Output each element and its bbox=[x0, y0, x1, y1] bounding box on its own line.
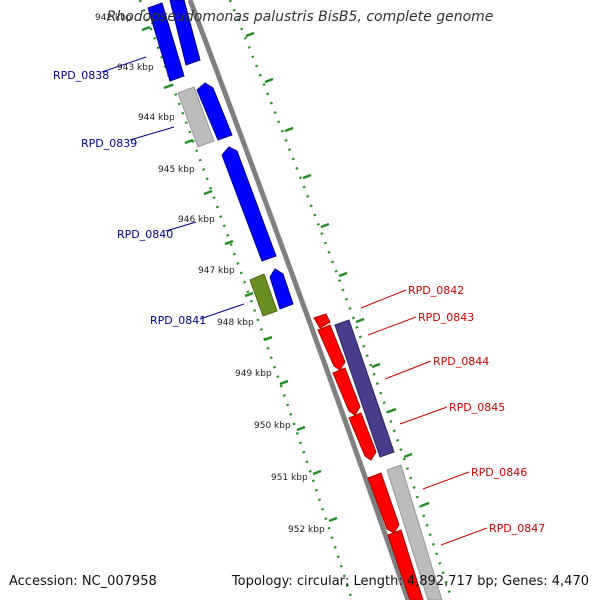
gene-label-rpd-0844[interactable]: RPD_0844 bbox=[433, 355, 489, 368]
gene-rpd-0846[interactable] bbox=[367, 472, 400, 534]
gene-label-rpd-0841[interactable]: RPD_0841 bbox=[150, 314, 206, 327]
forward-genes[interactable] bbox=[147, 0, 294, 317]
tick-label: 943 kbp bbox=[117, 63, 154, 73]
outer-dotted-ring bbox=[228, 0, 454, 601]
tick-label: 950 kbp bbox=[254, 421, 291, 431]
tick-label: 947 kbp bbox=[198, 266, 235, 276]
gene-rpd-0840[interactable] bbox=[221, 146, 277, 262]
gene-label-rpd-0845[interactable]: RPD_0845 bbox=[449, 401, 505, 414]
tick-label: 952 kbp bbox=[288, 525, 325, 535]
tick-labels: 942 kbp 943 kbp 944 kbp 945 kbp 946 kbp … bbox=[95, 13, 325, 535]
tick-label: 945 kbp bbox=[158, 165, 195, 175]
tick-label: 946 kbp bbox=[178, 215, 215, 225]
gene-rpd-0841-olive[interactable] bbox=[249, 273, 278, 317]
gene-rpd-0843-purple[interactable] bbox=[334, 319, 395, 458]
gene-rpd-0839[interactable] bbox=[196, 82, 233, 141]
gene-rpd-0838-b[interactable] bbox=[169, 0, 201, 66]
tick-label: 944 kbp bbox=[138, 113, 175, 123]
tick-label: 948 kbp bbox=[217, 318, 254, 328]
genome-backbone bbox=[187, 0, 411, 601]
genome-summary: Topology: circular; Length: 4,892,717 bp… bbox=[231, 574, 589, 589]
gene-rpd-0841[interactable] bbox=[269, 268, 294, 310]
gene-rpd-0842[interactable] bbox=[313, 313, 331, 329]
reverse-genes[interactable] bbox=[313, 313, 443, 601]
tick-label: 949 kbp bbox=[235, 369, 272, 379]
gene-rpd-0844[interactable] bbox=[332, 367, 361, 416]
gene-rpd-0845[interactable] bbox=[348, 412, 377, 461]
map-title: Rhodopseudomonas palustris BisB5, comple… bbox=[106, 9, 494, 25]
gene-label-rpd-0840[interactable]: RPD_0840 bbox=[117, 228, 173, 241]
gene-label-rpd-0838[interactable]: RPD_0838 bbox=[53, 69, 109, 82]
reverse-gene-labels: RPD_0842 RPD_0843 RPD_0844 RPD_0845 RPD_… bbox=[360, 284, 545, 546]
tick-label: 951 kbp bbox=[271, 473, 308, 483]
gene-label-rpd-0847[interactable]: RPD_0847 bbox=[489, 522, 545, 535]
gene-label-rpd-0839[interactable]: RPD_0839 bbox=[81, 137, 137, 150]
gene-label-rpd-0843[interactable]: RPD_0843 bbox=[418, 311, 474, 324]
forward-gene-labels: RPD_0838 RPD_0839 RPD_0840 RPD_0841 bbox=[53, 56, 245, 327]
tick-label: 942 kbp bbox=[95, 13, 132, 23]
accession-label: Accession: NC_007958 bbox=[9, 574, 157, 589]
inner-dotted-ring bbox=[138, 0, 354, 601]
gene-label-rpd-0846[interactable]: RPD_0846 bbox=[471, 466, 527, 479]
gene-rpd-0843[interactable] bbox=[317, 324, 346, 371]
gene-rpd-0838-a[interactable] bbox=[147, 2, 185, 82]
gene-label-rpd-0842[interactable]: RPD_0842 bbox=[408, 284, 464, 297]
gene-rpd-0839-grey[interactable] bbox=[177, 86, 215, 148]
